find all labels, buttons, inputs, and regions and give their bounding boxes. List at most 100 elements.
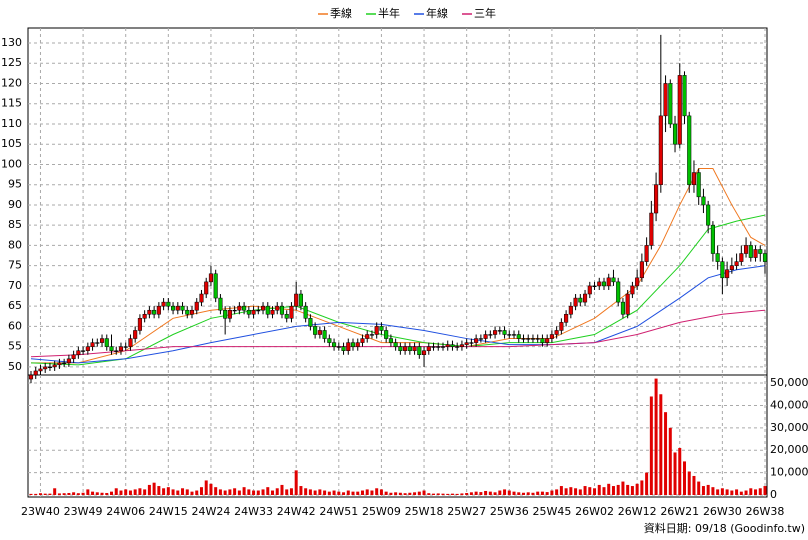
volume-bar xyxy=(474,491,478,495)
volume-bar xyxy=(110,491,114,495)
x-tick-label: 24W06 xyxy=(106,505,145,518)
candle-body xyxy=(739,253,744,262)
volume-bar xyxy=(588,487,592,495)
candle-body xyxy=(341,346,346,351)
candle-body xyxy=(535,338,540,340)
candle-body xyxy=(251,309,256,315)
candle-body xyxy=(431,346,436,348)
y-tick-label: 60 xyxy=(8,319,22,332)
candle-body xyxy=(303,305,308,319)
candle-body xyxy=(635,277,640,287)
volume-bar xyxy=(370,490,374,495)
volume-bar xyxy=(337,491,341,495)
volume-bar xyxy=(697,481,701,495)
volume-bar xyxy=(299,486,303,495)
volume-bar xyxy=(171,489,175,495)
volume-bar xyxy=(545,492,549,495)
candle-body xyxy=(440,346,446,348)
volume-bar xyxy=(507,490,511,495)
candle-body xyxy=(573,297,578,307)
candle-body xyxy=(265,305,270,315)
volume-bar xyxy=(285,489,289,495)
candle-body xyxy=(52,364,57,368)
volume-bar xyxy=(450,493,454,495)
volume-bar xyxy=(342,492,346,495)
volume-bar xyxy=(72,492,76,495)
candle-body xyxy=(554,330,559,335)
candle-body xyxy=(156,305,161,315)
x-tick-label: 26W30 xyxy=(703,505,742,518)
x-tick-label: 25W09 xyxy=(362,505,401,518)
volume-bar xyxy=(166,487,170,495)
volume-bar xyxy=(645,472,649,495)
candle-body xyxy=(526,338,531,340)
volume-bar xyxy=(735,489,739,495)
candle-body xyxy=(644,245,649,262)
candle-body xyxy=(237,305,242,311)
y-tick-label: 105 xyxy=(1,137,22,150)
candle-body xyxy=(317,330,322,335)
volume-bar xyxy=(157,486,161,495)
legend-label: 季線 xyxy=(330,6,352,20)
volume-bar xyxy=(280,484,284,495)
candle-body xyxy=(327,338,332,343)
volume-bar xyxy=(256,490,260,495)
volume-bar xyxy=(271,490,275,495)
legend-label: 半年 xyxy=(378,6,400,20)
volume-bar xyxy=(621,481,625,495)
volume-bar xyxy=(616,484,620,495)
candle-body xyxy=(654,184,659,214)
volume-bar xyxy=(503,489,507,495)
candle-body xyxy=(246,309,251,315)
volume-bar xyxy=(446,493,450,495)
candle-body xyxy=(497,330,502,332)
volume-bar xyxy=(488,491,492,495)
volume-bar xyxy=(76,493,80,495)
x-tick-label: 24W51 xyxy=(319,505,358,518)
volume-bar xyxy=(152,482,156,495)
volume-bar xyxy=(706,484,710,495)
candle-body xyxy=(118,346,124,351)
candle-body xyxy=(66,358,71,364)
y-tick-label: 110 xyxy=(1,117,22,130)
volume-bar xyxy=(739,491,743,495)
candle-body xyxy=(104,338,109,347)
candle-body xyxy=(720,261,725,279)
volume-bar xyxy=(701,486,705,495)
volume-bar xyxy=(204,480,208,495)
candle-body xyxy=(564,314,569,323)
volume-tick-label: 40,000 xyxy=(770,398,808,411)
candle-body xyxy=(459,344,464,347)
volume-bar xyxy=(318,489,322,495)
volume-tick-label: 10,000 xyxy=(770,466,808,479)
candle-body xyxy=(398,346,403,351)
volume-bar xyxy=(91,491,95,495)
volume-bar xyxy=(138,488,142,495)
volume-bar xyxy=(578,489,582,495)
candle-body xyxy=(455,346,460,348)
candle-body xyxy=(76,350,81,356)
candle-body xyxy=(559,322,564,331)
x-tick-label: 25W18 xyxy=(405,505,444,518)
candle-body xyxy=(530,338,536,340)
candle-body xyxy=(189,309,195,315)
y-tick-label: 120 xyxy=(1,76,22,89)
x-tick-label: 26W21 xyxy=(660,505,699,518)
y-tick-label: 85 xyxy=(8,218,22,231)
footer: 資料日期: 09/18 (Goodinfo.tw) xyxy=(644,521,805,535)
y-tick-label: 70 xyxy=(8,279,22,292)
volume-bar xyxy=(266,487,270,495)
volume-bar xyxy=(34,493,38,495)
volume-bar xyxy=(536,491,540,495)
candle-body xyxy=(185,309,190,315)
volume-bar xyxy=(673,452,677,495)
candle-body xyxy=(583,293,588,303)
candle-body xyxy=(511,334,517,336)
candle-body xyxy=(436,346,441,348)
volume-bar xyxy=(687,471,691,495)
candle-body xyxy=(71,354,76,360)
volume-bar xyxy=(356,491,360,495)
volume-bar xyxy=(394,492,398,495)
candle-body xyxy=(592,285,597,287)
candle-body xyxy=(663,83,668,117)
